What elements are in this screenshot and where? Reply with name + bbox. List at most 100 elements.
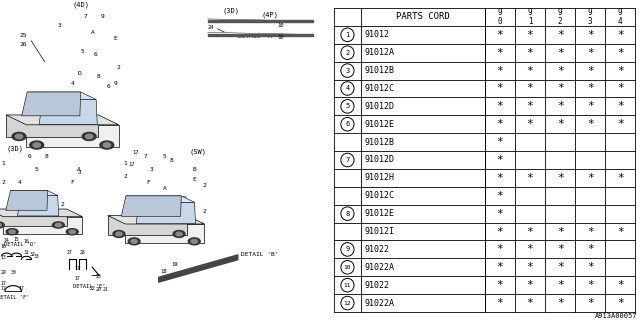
- Polygon shape: [27, 92, 96, 100]
- Text: *: *: [557, 173, 563, 183]
- Text: *: *: [617, 101, 623, 111]
- Text: 4: 4: [18, 180, 22, 185]
- Text: 6: 6: [107, 84, 111, 89]
- Ellipse shape: [52, 222, 64, 228]
- Polygon shape: [126, 196, 195, 202]
- Ellipse shape: [188, 238, 200, 245]
- Text: *: *: [557, 101, 563, 111]
- Text: 4: 4: [346, 85, 349, 92]
- Polygon shape: [17, 196, 59, 216]
- Text: 9
2: 9 2: [557, 8, 563, 26]
- Circle shape: [341, 28, 354, 42]
- Text: 3: 3: [346, 68, 349, 74]
- Text: 8: 8: [170, 157, 173, 163]
- Text: *: *: [527, 66, 533, 76]
- Text: *: *: [617, 84, 623, 93]
- Text: *: *: [587, 101, 593, 111]
- Text: A913A00057: A913A00057: [595, 313, 637, 319]
- Text: *: *: [497, 84, 503, 93]
- Text: 23: 23: [96, 274, 102, 279]
- Text: *: *: [497, 137, 503, 147]
- Text: 16: 16: [24, 239, 29, 244]
- Text: D: D: [182, 196, 186, 201]
- Circle shape: [341, 82, 354, 95]
- Text: *: *: [557, 66, 563, 76]
- Circle shape: [341, 278, 354, 292]
- Ellipse shape: [33, 143, 40, 147]
- Ellipse shape: [30, 141, 44, 149]
- Text: *: *: [557, 227, 563, 236]
- Text: *: *: [617, 173, 623, 183]
- Text: DETAIL 'F': DETAIL 'F': [0, 295, 29, 300]
- Text: DETAIL 'A': DETAIL 'A': [238, 34, 276, 39]
- Text: 91012C: 91012C: [364, 191, 394, 200]
- Ellipse shape: [6, 229, 18, 235]
- Text: *: *: [527, 119, 533, 129]
- Text: *: *: [497, 280, 503, 290]
- Text: 91012B: 91012B: [364, 66, 394, 75]
- Text: *: *: [497, 101, 503, 111]
- Polygon shape: [136, 202, 195, 224]
- Text: 9
1: 9 1: [527, 8, 532, 26]
- Text: 17: 17: [19, 285, 24, 291]
- Text: 91012E: 91012E: [364, 120, 394, 129]
- Text: 1: 1: [124, 161, 127, 166]
- Text: *: *: [587, 84, 593, 93]
- Ellipse shape: [55, 223, 61, 227]
- Text: 17: 17: [132, 149, 138, 155]
- Polygon shape: [39, 100, 97, 124]
- Text: *: *: [617, 227, 623, 236]
- Text: 18: 18: [160, 269, 166, 274]
- Text: 2: 2: [346, 50, 349, 56]
- Text: 25: 25: [19, 33, 27, 38]
- Ellipse shape: [176, 232, 182, 236]
- Circle shape: [341, 207, 354, 220]
- Text: *: *: [497, 66, 503, 76]
- Circle shape: [341, 153, 354, 167]
- Text: A: A: [77, 167, 81, 172]
- Text: 9: 9: [346, 246, 349, 252]
- Text: *: *: [587, 244, 593, 254]
- Text: 91012D: 91012D: [364, 102, 394, 111]
- Ellipse shape: [15, 134, 22, 139]
- Text: 91012H: 91012H: [364, 173, 394, 182]
- Text: *: *: [497, 48, 503, 58]
- Text: 5: 5: [346, 103, 349, 109]
- Ellipse shape: [131, 239, 137, 243]
- Text: *: *: [497, 119, 503, 129]
- Text: 17: 17: [129, 163, 135, 167]
- Text: *: *: [587, 66, 593, 76]
- Text: B: B: [193, 167, 196, 172]
- Text: *: *: [557, 262, 563, 272]
- Text: 28: 28: [79, 250, 85, 255]
- Text: *: *: [587, 227, 593, 236]
- Text: 6: 6: [93, 52, 97, 57]
- Text: *: *: [587, 173, 593, 183]
- Text: D: D: [18, 196, 22, 201]
- Text: 91022A: 91022A: [364, 263, 394, 272]
- Text: 91012I: 91012I: [364, 227, 394, 236]
- Text: *: *: [497, 155, 503, 165]
- Text: *: *: [557, 298, 563, 308]
- Text: *: *: [497, 209, 503, 219]
- Text: 91022A: 91022A: [364, 299, 394, 308]
- Text: *: *: [527, 280, 533, 290]
- Text: *: *: [497, 227, 503, 236]
- Text: *: *: [587, 30, 593, 40]
- Text: 9
4: 9 4: [618, 8, 623, 26]
- Text: 19: 19: [172, 262, 178, 267]
- Text: 8: 8: [44, 154, 48, 159]
- Text: *: *: [557, 30, 563, 40]
- Text: 2: 2: [202, 209, 206, 214]
- Text: (SW): (SW): [189, 148, 206, 155]
- Text: *: *: [527, 173, 533, 183]
- Text: *: *: [587, 119, 593, 129]
- Polygon shape: [6, 115, 99, 137]
- Text: F: F: [147, 180, 150, 185]
- Text: *: *: [557, 280, 563, 290]
- Text: 5: 5: [163, 154, 166, 159]
- Polygon shape: [3, 217, 83, 234]
- Ellipse shape: [0, 223, 1, 227]
- Text: 22: 22: [90, 285, 95, 291]
- Text: DETAIL 'B': DETAIL 'B': [241, 252, 278, 257]
